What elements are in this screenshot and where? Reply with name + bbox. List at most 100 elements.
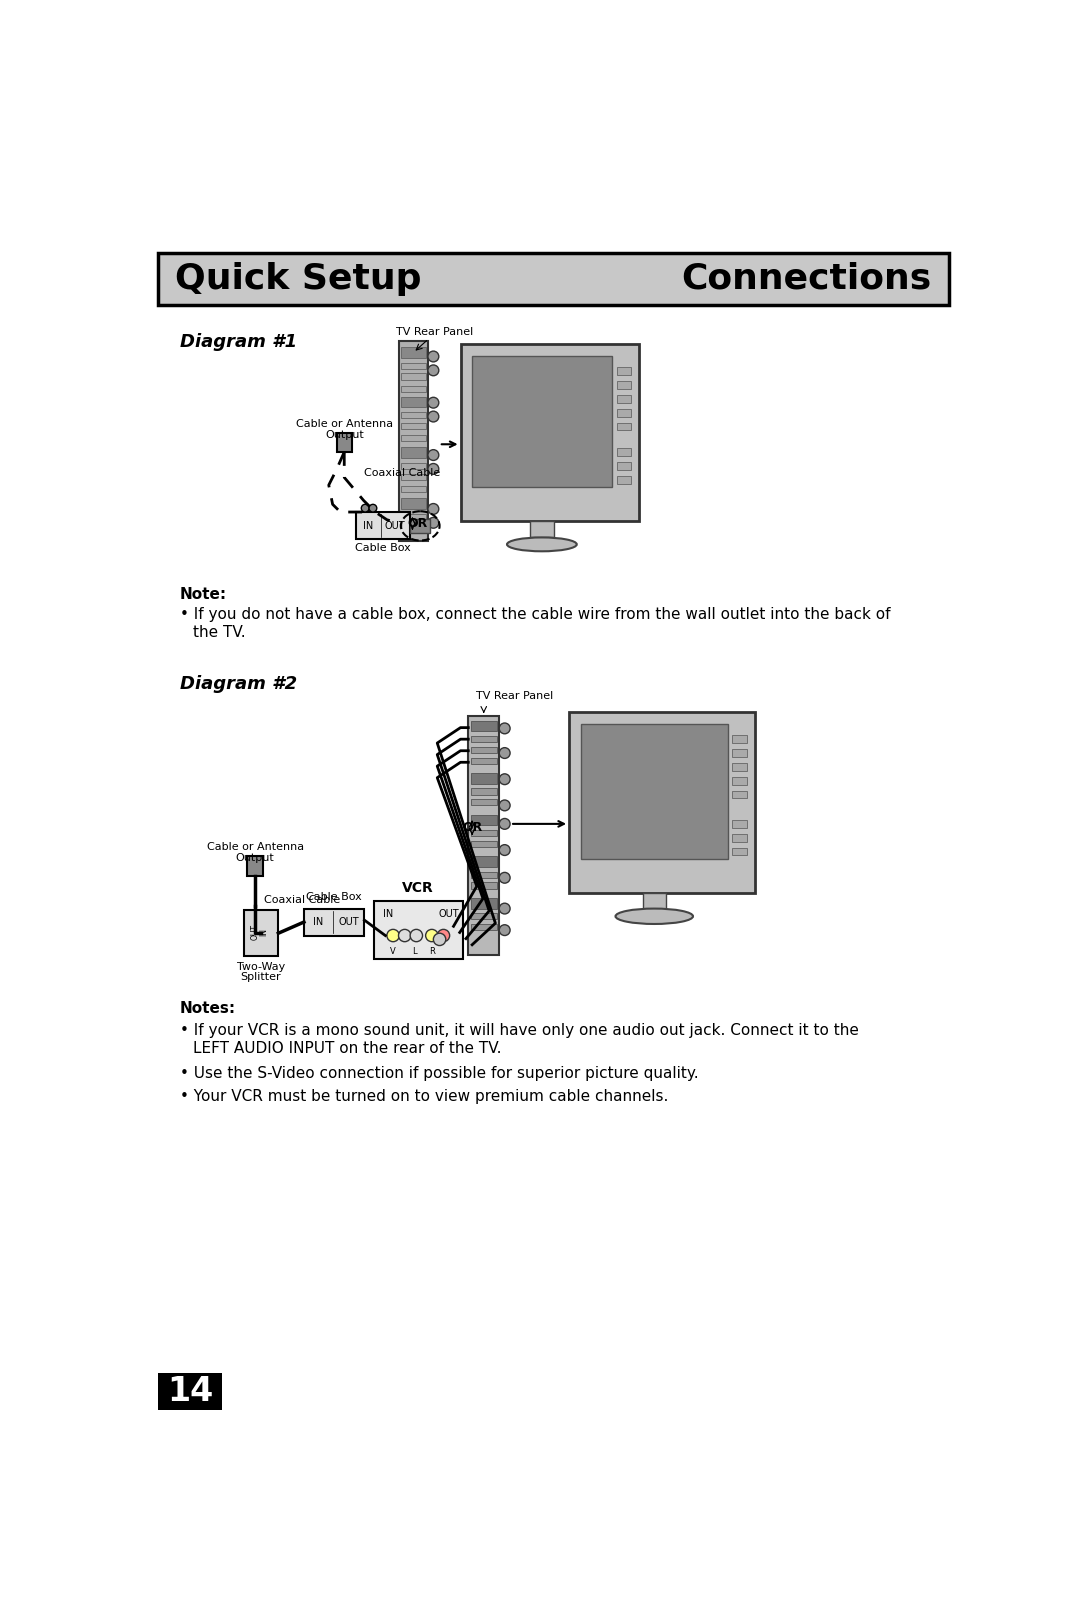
Bar xyxy=(401,346,426,358)
Bar xyxy=(401,486,426,492)
Text: Coaxial Cable: Coaxial Cable xyxy=(364,468,440,478)
Bar xyxy=(643,893,666,908)
Circle shape xyxy=(428,351,438,363)
Text: Connections: Connections xyxy=(681,261,932,295)
Bar xyxy=(732,764,747,772)
Bar xyxy=(401,499,426,508)
Text: Coaxial Cable: Coaxial Cable xyxy=(265,895,340,905)
Circle shape xyxy=(499,723,510,733)
Text: R: R xyxy=(429,946,435,956)
Bar xyxy=(581,723,728,858)
Bar xyxy=(471,747,497,752)
Circle shape xyxy=(399,929,410,942)
Bar xyxy=(159,1373,221,1410)
Text: Cable or Antenna: Cable or Antenna xyxy=(206,842,303,852)
Text: Cable or Antenna: Cable or Antenna xyxy=(296,419,393,428)
Bar xyxy=(617,409,631,417)
Bar xyxy=(401,525,426,531)
Bar xyxy=(617,367,631,375)
Bar xyxy=(471,789,497,794)
Bar xyxy=(243,909,279,956)
Text: Output: Output xyxy=(235,853,274,863)
Bar xyxy=(732,849,747,855)
Circle shape xyxy=(410,929,422,942)
Bar xyxy=(530,521,554,537)
Text: L: L xyxy=(413,946,417,956)
Bar xyxy=(401,513,426,520)
Bar xyxy=(471,840,497,847)
Text: Note:: Note: xyxy=(180,587,227,602)
Circle shape xyxy=(499,747,510,759)
Bar xyxy=(471,913,497,919)
Circle shape xyxy=(499,773,510,784)
Text: Diagram #1: Diagram #1 xyxy=(180,334,297,351)
Text: TV Rear Panel: TV Rear Panel xyxy=(476,691,553,701)
Bar xyxy=(471,720,497,731)
Ellipse shape xyxy=(616,908,693,924)
Bar xyxy=(617,448,631,456)
Bar xyxy=(337,433,352,452)
Bar xyxy=(732,776,747,784)
Bar xyxy=(401,423,426,428)
Text: Cable Box: Cable Box xyxy=(355,542,410,553)
Bar xyxy=(410,520,430,533)
Circle shape xyxy=(499,926,510,935)
Text: Quick Setup: Quick Setup xyxy=(175,261,422,295)
Bar xyxy=(401,448,426,459)
Text: • If your VCR is a mono sound unit, it will have only one audio out jack. Connec: • If your VCR is a mono sound unit, it w… xyxy=(180,1022,859,1038)
Bar xyxy=(471,857,497,868)
Ellipse shape xyxy=(507,537,577,552)
Text: Diagram #2: Diagram #2 xyxy=(180,675,297,693)
Bar xyxy=(399,342,428,541)
Bar xyxy=(472,356,611,486)
Text: • Your VCR must be turned on to view premium cable channels.: • Your VCR must be turned on to view pre… xyxy=(180,1089,669,1104)
Circle shape xyxy=(369,504,377,512)
Bar xyxy=(617,382,631,388)
Bar xyxy=(401,385,426,391)
Text: OUT: OUT xyxy=(251,924,259,940)
Text: TV Rear Panel: TV Rear Panel xyxy=(396,327,473,337)
Circle shape xyxy=(428,464,438,475)
Circle shape xyxy=(499,845,510,855)
Bar xyxy=(471,898,497,908)
Text: • Use the S-Video connection if possible for superior picture quality.: • Use the S-Video connection if possible… xyxy=(180,1065,699,1081)
Bar xyxy=(471,924,497,930)
Text: OR: OR xyxy=(462,821,483,834)
Text: Cable Box: Cable Box xyxy=(307,892,362,903)
Text: OUT: OUT xyxy=(339,917,360,927)
Bar xyxy=(401,412,426,419)
Bar xyxy=(471,757,497,764)
Bar xyxy=(732,791,747,799)
Circle shape xyxy=(428,366,438,375)
Circle shape xyxy=(499,818,510,829)
Text: Output: Output xyxy=(325,430,364,439)
Bar xyxy=(617,423,631,430)
Bar xyxy=(617,476,631,483)
Bar xyxy=(569,712,755,893)
Text: IN: IN xyxy=(382,908,393,919)
Bar xyxy=(401,462,426,468)
Circle shape xyxy=(428,411,438,422)
Bar xyxy=(471,871,497,877)
Circle shape xyxy=(428,398,438,407)
Bar xyxy=(401,396,426,407)
Bar xyxy=(303,908,364,935)
Bar xyxy=(374,901,463,959)
Bar xyxy=(471,799,497,805)
Text: Two-Way: Two-Way xyxy=(237,962,285,972)
Text: Splitter: Splitter xyxy=(241,972,281,982)
Text: OUT: OUT xyxy=(384,521,405,531)
Bar xyxy=(732,735,747,743)
Circle shape xyxy=(428,518,438,528)
Bar xyxy=(460,345,638,521)
Text: OR: OR xyxy=(408,516,428,529)
Circle shape xyxy=(362,504,369,512)
Bar xyxy=(159,252,948,305)
Bar xyxy=(617,395,631,403)
Bar xyxy=(401,435,426,441)
Bar xyxy=(356,512,410,539)
Text: IN: IN xyxy=(313,917,323,927)
Circle shape xyxy=(499,873,510,884)
Bar xyxy=(732,749,747,757)
Bar xyxy=(401,374,426,380)
